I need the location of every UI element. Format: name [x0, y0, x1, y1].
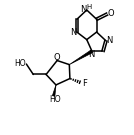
Text: HO: HO [49, 95, 61, 104]
Polygon shape [52, 85, 56, 96]
Text: N: N [106, 36, 113, 45]
Text: N: N [89, 50, 95, 59]
Text: O: O [54, 53, 60, 62]
Text: O: O [107, 9, 114, 18]
Text: N: N [80, 5, 87, 14]
Text: H: H [86, 4, 92, 10]
Polygon shape [69, 50, 93, 65]
Text: F: F [82, 79, 87, 88]
Text: N: N [70, 28, 77, 37]
Text: HO: HO [14, 59, 26, 68]
